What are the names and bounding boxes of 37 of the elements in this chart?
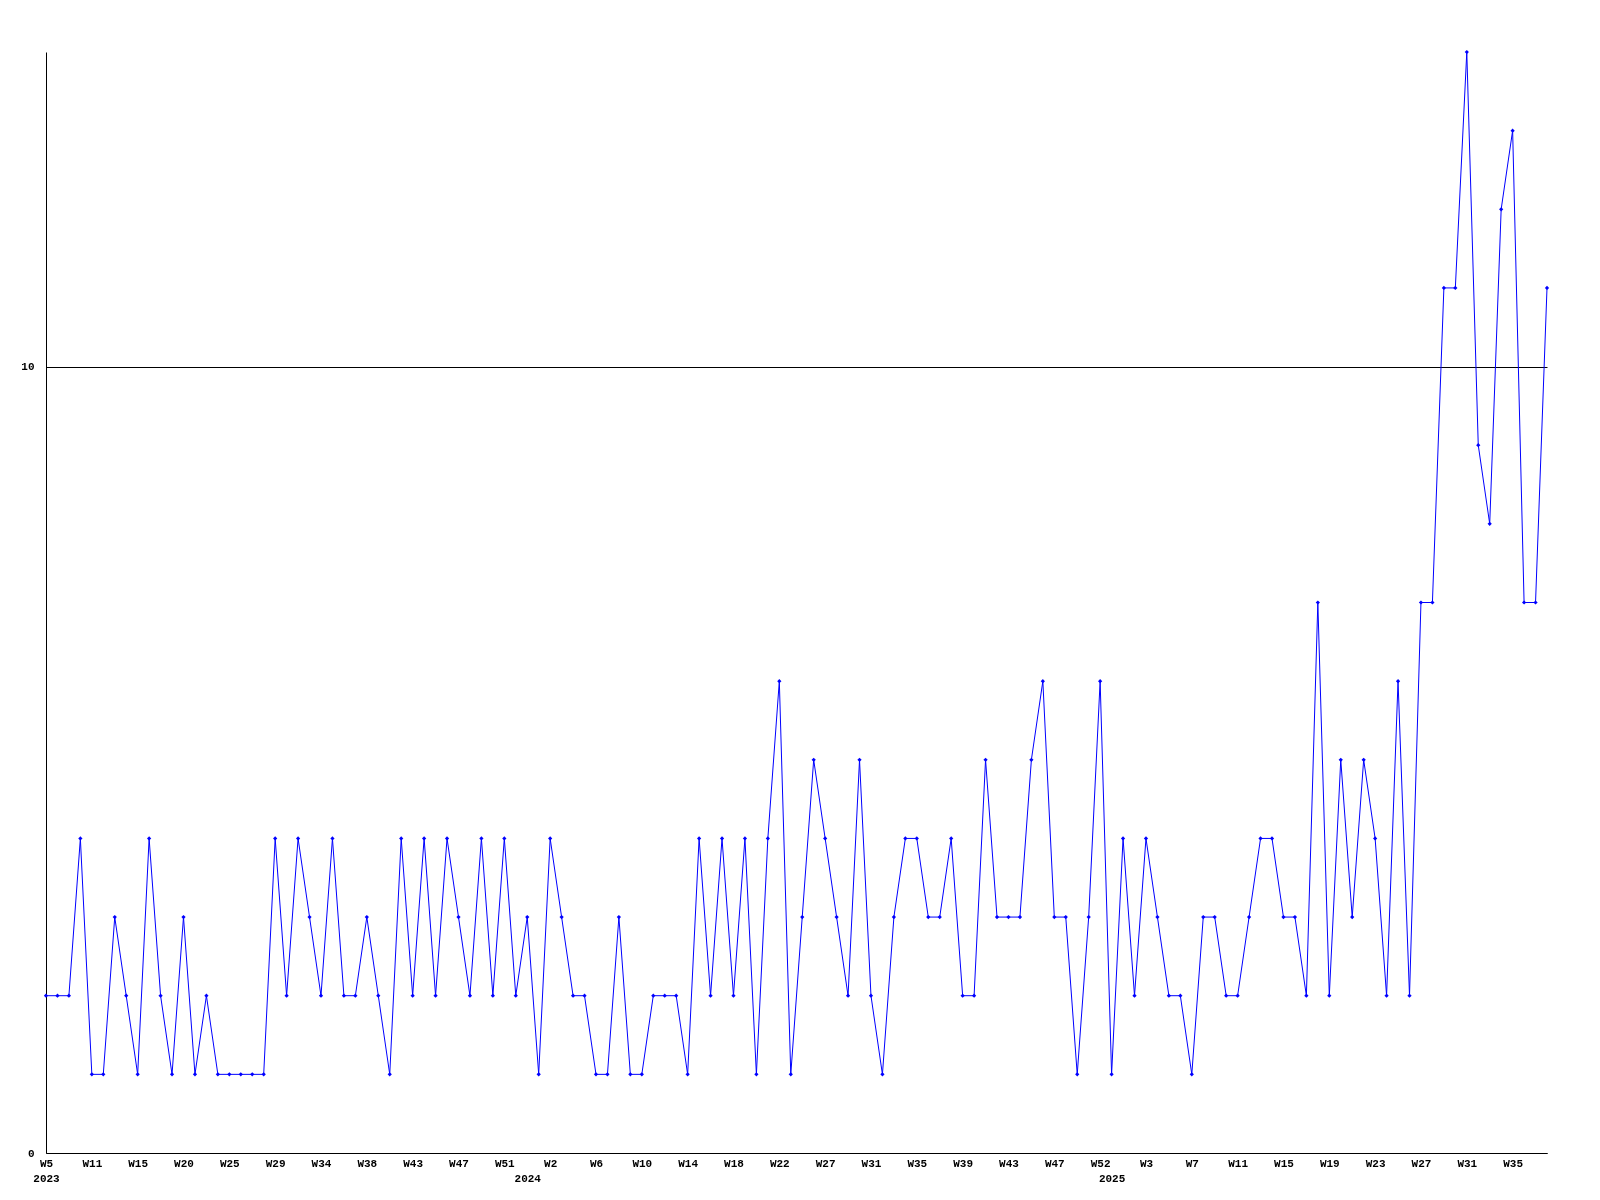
x-tick-label: W47 [1044,1157,1065,1170]
x-tick-label: W15 [1274,1157,1295,1170]
x-tick-label: W20 [174,1157,194,1170]
x-tick-label: W29 [265,1157,286,1170]
x-tick-label: W38 [357,1157,378,1170]
x-tick-label: W22 [769,1157,790,1170]
x-tick-label: W10 [632,1157,653,1170]
x-tick-label: W11 [1228,1157,1249,1170]
x-tick-label: W11 [82,1157,103,1170]
y-tick-label: 10 [21,361,35,374]
x-tick-label: W31 [861,1157,882,1170]
x-tick-label: W52 [1090,1157,1111,1170]
x-tick-label: W15 [128,1157,149,1170]
x-tick-label: W34 [311,1157,332,1170]
x-tick-label: W5 2023 [33,1157,61,1185]
x-tick-label: W18 [724,1157,745,1170]
x-tick-label: W6 [589,1157,604,1170]
x-tick-label: W27 [815,1157,836,1170]
x-tick-label: W43 [999,1157,1020,1170]
y-tick-label: 0 [27,1147,35,1160]
x-tick-label: W35 [1503,1157,1524,1170]
x-tick-label: W25 [219,1157,241,1170]
x-tick-label: W51 [494,1157,516,1170]
x-tick-label: W47 [449,1157,469,1170]
x-tick-label: W39 [953,1157,974,1170]
x-tick-label: W31 [1457,1157,1478,1170]
x-tick-label: W3 [1139,1157,1154,1170]
x-tick-label: W7 [1185,1157,1199,1170]
x-tick-label: W19 [1319,1157,1340,1170]
x-tick-label: W23 [1365,1157,1386,1170]
x-tick-label: 2025 [1098,1172,1126,1185]
x-tick-label: W43 [403,1157,424,1170]
x-tick-label: 2024 [514,1172,542,1185]
x-tick-label: W35 [907,1157,928,1170]
x-tick-label: W2 [544,1157,558,1170]
x-tick-label: W14 [678,1157,699,1170]
x-tick-label: W27 [1411,1157,1432,1170]
